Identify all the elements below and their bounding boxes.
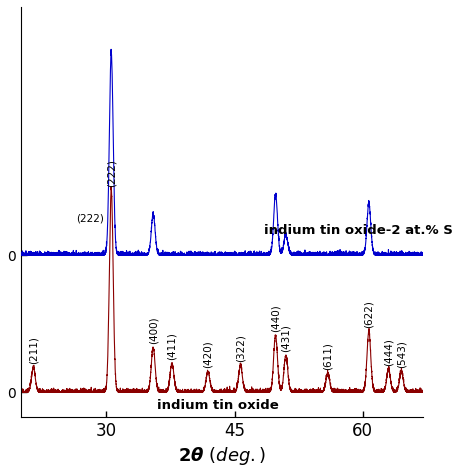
Text: (222): (222) [106, 159, 116, 187]
Text: (411): (411) [167, 332, 177, 360]
Text: (611): (611) [323, 342, 333, 370]
Text: (440): (440) [271, 304, 281, 332]
Text: (431): (431) [281, 324, 291, 352]
X-axis label: $\mathbf{2}$$\boldsymbol{\theta}$ $\mathit{(deg.)}$: $\mathbf{2}$$\boldsymbol{\theta}$ $\math… [178, 445, 266, 467]
Text: indium tin oxide: indium tin oxide [156, 400, 278, 412]
Text: (420): (420) [203, 340, 213, 368]
Text: (622): (622) [364, 300, 374, 328]
Text: (444): (444) [383, 338, 393, 366]
Text: (543): (543) [396, 340, 406, 368]
Text: indium tin oxide-2 at.% S: indium tin oxide-2 at.% S [264, 225, 453, 237]
Text: (222): (222) [76, 214, 104, 224]
Text: (322): (322) [236, 334, 246, 362]
Text: (400): (400) [148, 316, 158, 344]
Text: (211): (211) [28, 336, 38, 364]
